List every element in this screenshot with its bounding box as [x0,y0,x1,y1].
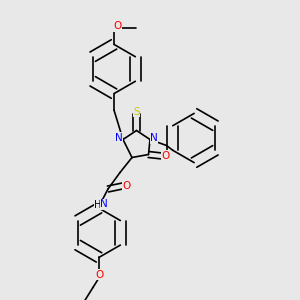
Text: H: H [94,200,102,210]
Text: O: O [161,151,170,161]
Text: O: O [95,270,103,280]
Text: O: O [113,21,121,32]
Text: O: O [122,181,131,191]
Text: N: N [100,199,108,209]
Text: N: N [115,133,123,143]
Text: S: S [133,106,140,117]
Text: N: N [150,133,158,143]
